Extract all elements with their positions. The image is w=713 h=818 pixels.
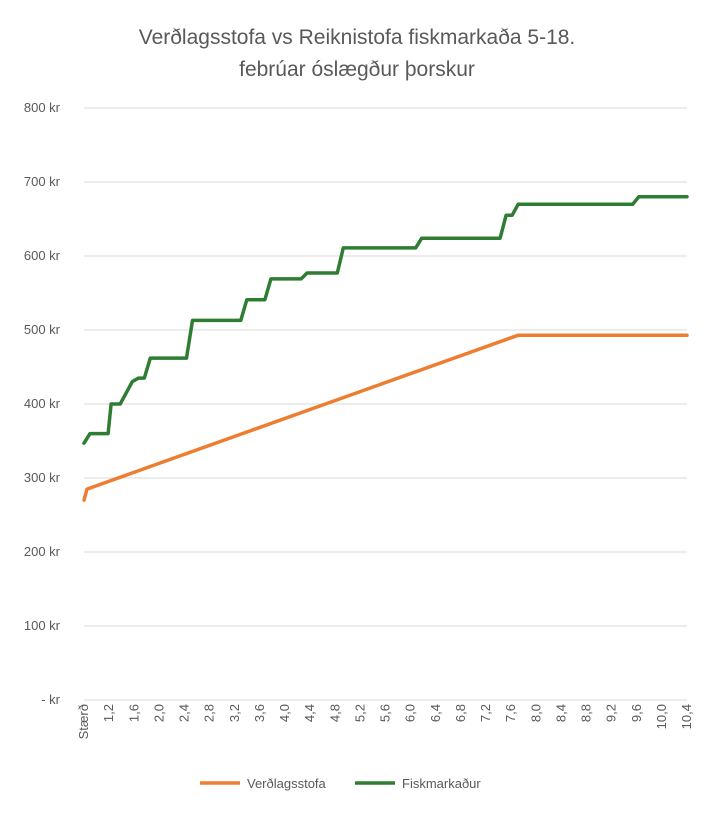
x-tick-label: 4,0 bbox=[277, 704, 292, 722]
legend-label: Verðlagsstofa bbox=[247, 776, 327, 791]
chart-title-line1: Verðlagsstofa vs Reiknistofa fiskmarkaða… bbox=[139, 26, 576, 49]
x-tick-label: 7,2 bbox=[478, 704, 493, 722]
series-line-1 bbox=[82, 195, 689, 445]
legend: Verðlagsstofa Fiskmarkaður bbox=[200, 776, 481, 791]
x-axis-ticks: Stærð 1,2 1,6 2,0 2,4 2,8 3,2 3,6 4,0 4,4 4,8 5,2 5,… bbox=[76, 704, 694, 739]
y-tick-label: 700 kr bbox=[24, 174, 61, 189]
x-tick-label: 3,6 bbox=[252, 704, 267, 722]
x-tick-label: 4,4 bbox=[302, 704, 317, 722]
x-tick-label: 2,8 bbox=[202, 704, 217, 722]
y-tick-label: 200 kr bbox=[24, 544, 61, 559]
x-tick-label: 1,2 bbox=[101, 704, 116, 722]
series-line-0 bbox=[82, 333, 689, 502]
y-tick-label: 300 kr bbox=[24, 470, 61, 485]
x-tick-label: 9,6 bbox=[629, 704, 644, 722]
x-tick-label: 8,0 bbox=[528, 704, 543, 722]
x-tick-label: 8,8 bbox=[579, 704, 594, 722]
y-tick-label: - kr bbox=[41, 692, 60, 707]
x-tick-label: 5,2 bbox=[352, 704, 367, 722]
legend-label: Fiskmarkaður bbox=[402, 776, 481, 791]
y-tick-label: 600 kr bbox=[24, 248, 61, 263]
x-tick-label: Stærð bbox=[76, 704, 91, 739]
x-tick-label: 2,0 bbox=[151, 704, 166, 722]
gridlines bbox=[84, 107, 687, 701]
x-tick-label: 8,4 bbox=[553, 704, 568, 722]
x-tick-label: 10,0 bbox=[654, 704, 669, 729]
x-tick-label: 6,4 bbox=[428, 704, 443, 722]
x-tick-label: 6,8 bbox=[453, 704, 468, 722]
x-tick-label: 9,2 bbox=[604, 704, 619, 722]
x-tick-label: 4,8 bbox=[327, 704, 342, 722]
x-tick-label: 5,6 bbox=[378, 704, 393, 722]
y-tick-label: 500 kr bbox=[24, 322, 61, 337]
y-tick-label: 800 kr bbox=[24, 100, 61, 115]
y-tick-label: 100 kr bbox=[24, 618, 61, 633]
y-tick-label: 400 kr bbox=[24, 396, 61, 411]
x-tick-label: 7,6 bbox=[503, 704, 518, 722]
chart-title-line2: febrúar óslægður þorskur bbox=[239, 58, 475, 81]
x-tick-label: 2,4 bbox=[177, 704, 192, 722]
y-axis-ticks: - kr 100 kr 200 kr 300 kr 400 kr 500 kr 600 kr… bbox=[24, 100, 61, 707]
x-tick-label: 1,6 bbox=[126, 704, 141, 722]
x-tick-label: 6,0 bbox=[403, 704, 418, 722]
x-tick-label: 10,4 bbox=[679, 704, 694, 729]
series-lines bbox=[82, 195, 689, 502]
x-tick-label: 3,2 bbox=[227, 704, 242, 722]
